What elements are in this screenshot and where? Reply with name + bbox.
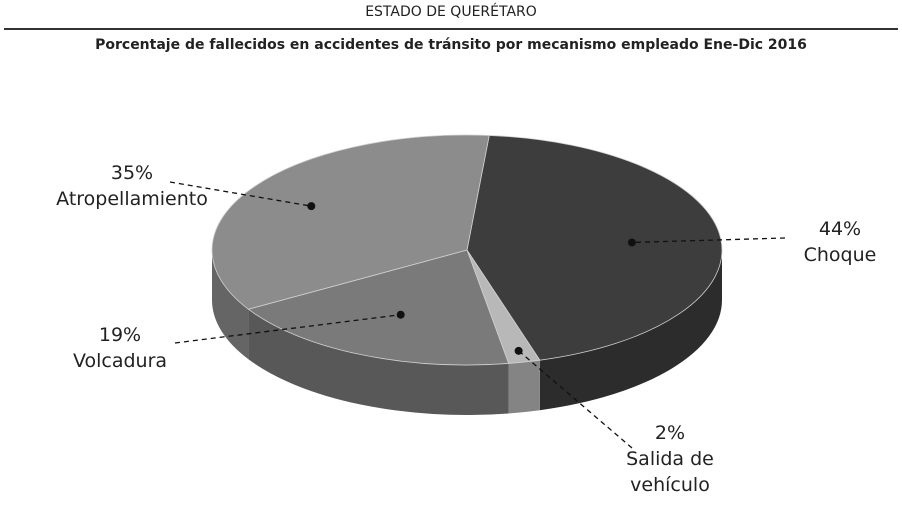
chart-header: ESTADO DE QUERÉTARO	[365, 4, 537, 20]
pie-side	[539, 250, 722, 411]
pie-slice	[211, 134, 490, 310]
leader-line	[174, 314, 401, 344]
pie-side	[248, 309, 509, 416]
leader-line	[518, 350, 633, 449]
value-label: 19%	[98, 324, 142, 346]
slice-label: 19% Volcadura	[40, 322, 200, 374]
leader-dot	[514, 346, 523, 355]
pie-side	[508, 360, 540, 414]
pie-slice	[466, 135, 723, 361]
category-label: Salida de vehículo	[626, 448, 714, 496]
value-label: 2%	[654, 422, 686, 444]
chart-title: Porcentaje de fallecidos en accidentes d…	[95, 37, 807, 53]
slice-label: 44% Choque	[760, 216, 902, 268]
leader-line	[631, 237, 786, 244]
slice-label: 35% Atropellamiento	[52, 160, 212, 212]
leader-dot	[627, 238, 636, 247]
value-label: 44%	[818, 218, 862, 240]
pie-slice	[247, 249, 510, 366]
category-label: Atropellamiento	[56, 188, 208, 210]
header-rule	[4, 28, 898, 30]
leader-dot	[396, 310, 405, 319]
value-label: 35%	[110, 162, 154, 184]
category-label: Choque	[803, 244, 877, 266]
pie-sides	[212, 250, 722, 416]
pie-side	[212, 250, 249, 360]
slice-label: 2% Salida de vehículo	[590, 420, 750, 498]
leader-line	[169, 181, 312, 207]
leader-dot	[307, 202, 316, 211]
category-label: Volcadura	[72, 350, 168, 372]
